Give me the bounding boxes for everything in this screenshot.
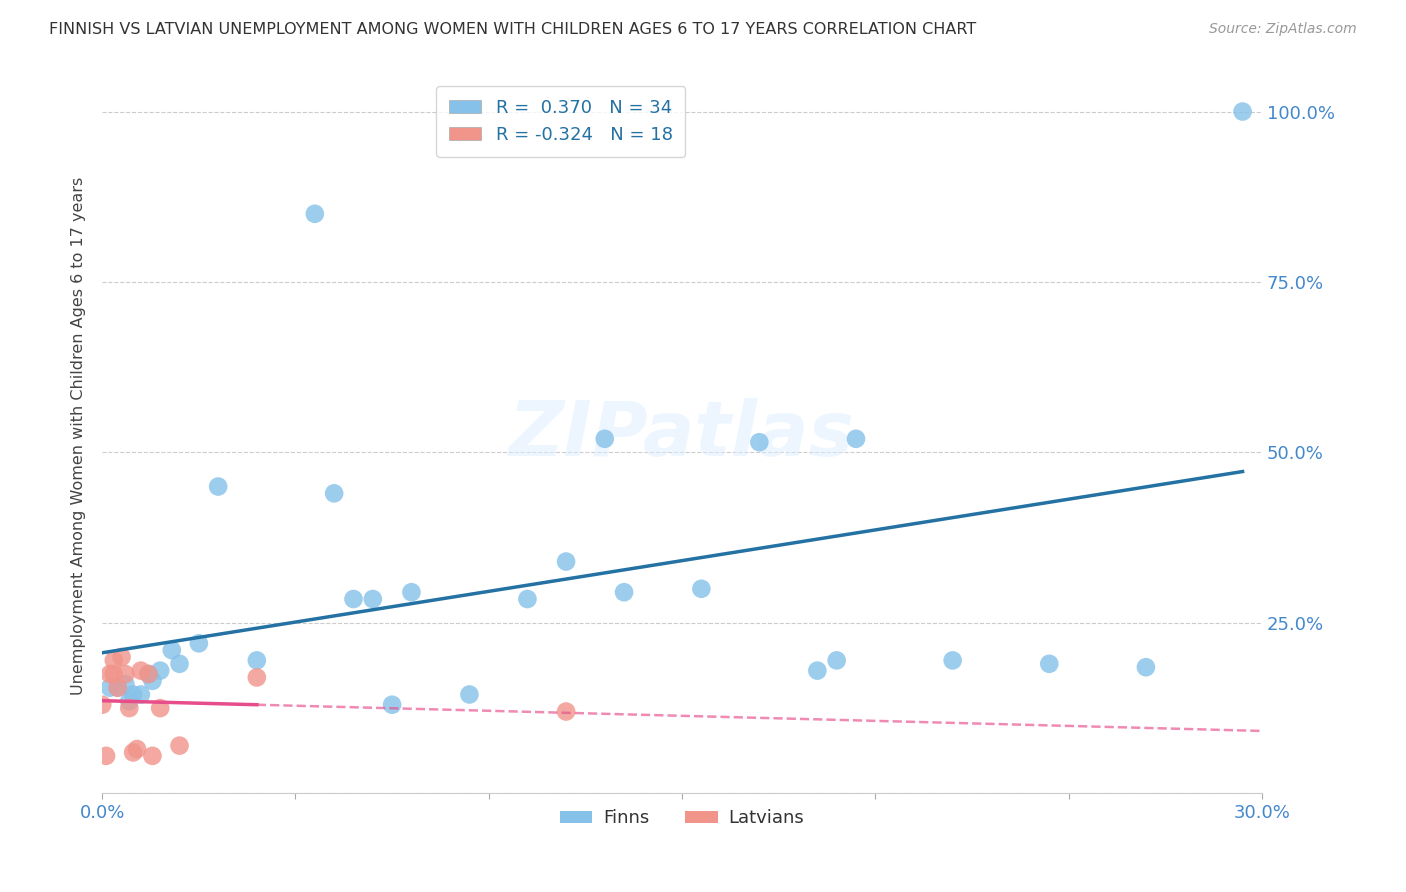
Point xyxy=(246,670,269,684)
Point xyxy=(110,650,132,665)
Point xyxy=(555,705,578,719)
Point xyxy=(103,667,125,681)
Text: Source: ZipAtlas.com: Source: ZipAtlas.com xyxy=(1209,22,1357,37)
Point xyxy=(149,701,172,715)
Point xyxy=(825,653,848,667)
Point xyxy=(122,688,145,702)
Point xyxy=(458,688,481,702)
Point xyxy=(103,653,125,667)
Point xyxy=(141,748,163,763)
Text: FINNISH VS LATVIAN UNEMPLOYMENT AMONG WOMEN WITH CHILDREN AGES 6 TO 17 YEARS COR: FINNISH VS LATVIAN UNEMPLOYMENT AMONG WO… xyxy=(49,22,976,37)
Text: ZIPatlas: ZIPatlas xyxy=(509,399,855,473)
Y-axis label: Unemployment Among Women with Children Ages 6 to 17 years: Unemployment Among Women with Children A… xyxy=(72,177,86,695)
Point xyxy=(169,657,191,671)
Point xyxy=(91,698,114,712)
Point xyxy=(107,681,129,695)
Point xyxy=(129,664,152,678)
Point xyxy=(118,701,141,715)
Point xyxy=(246,653,269,667)
Point xyxy=(1135,660,1157,674)
Point xyxy=(107,681,129,695)
Point xyxy=(114,677,136,691)
Point xyxy=(1232,104,1254,119)
Point xyxy=(114,667,136,681)
Point xyxy=(304,207,326,221)
Point xyxy=(748,435,770,450)
Point xyxy=(381,698,404,712)
Point xyxy=(942,653,965,667)
Point xyxy=(845,432,868,446)
Point xyxy=(118,694,141,708)
Point xyxy=(122,746,145,760)
Point xyxy=(141,673,163,688)
Point xyxy=(555,555,578,569)
Point xyxy=(138,667,160,681)
Point xyxy=(516,592,538,607)
Point xyxy=(169,739,191,753)
Point xyxy=(613,585,636,599)
Point xyxy=(94,748,117,763)
Point xyxy=(207,479,229,493)
Point xyxy=(138,667,160,681)
Point xyxy=(187,636,209,650)
Point xyxy=(690,582,713,596)
Point xyxy=(342,592,364,607)
Point xyxy=(1038,657,1060,671)
Point xyxy=(98,667,121,681)
Point xyxy=(361,592,384,607)
Point xyxy=(129,688,152,702)
Point xyxy=(149,664,172,678)
Legend: Finns, Latvians: Finns, Latvians xyxy=(553,802,811,834)
Point xyxy=(160,643,183,657)
Point xyxy=(125,742,148,756)
Point xyxy=(323,486,346,500)
Point xyxy=(98,681,121,695)
Point xyxy=(806,664,828,678)
Point xyxy=(593,432,616,446)
Point xyxy=(401,585,423,599)
